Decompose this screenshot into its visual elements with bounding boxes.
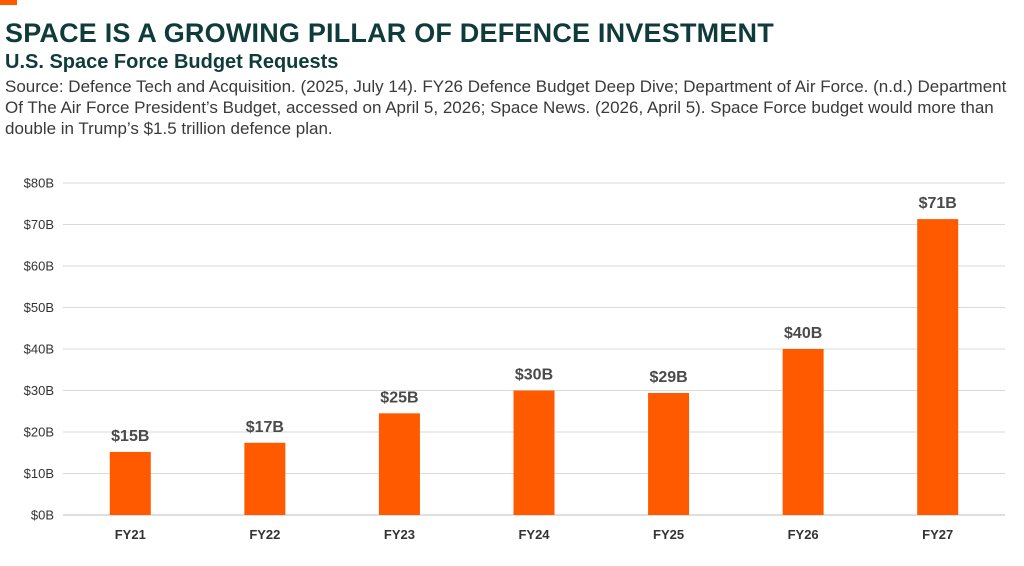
chart-subtitle: U.S. Space Force Budget Requests: [5, 51, 339, 73]
y-tick-label: $50B: [24, 300, 54, 315]
data-label-fy24: $30B: [515, 367, 553, 384]
bar-fy24: [513, 390, 555, 515]
x-tick-label: FY25: [653, 527, 684, 542]
data-label-fy22: $17B: [246, 419, 284, 436]
y-tick-label: $0B: [31, 508, 54, 523]
accent-bar: [0, 0, 17, 5]
y-tick-label: $80B: [24, 176, 54, 191]
gridlines: [63, 182, 1005, 516]
y-axis: $0B $10B $20B $30B $40B $50B $60B $70B $80B: [24, 176, 54, 523]
y-tick-label: $30B: [24, 383, 54, 398]
bar-fy22: [244, 442, 286, 515]
data-label-fy25: $29B: [649, 369, 687, 386]
source-note: Source: Defence Tech and Acquisition. (2…: [5, 77, 1007, 138]
y-tick-label: $60B: [24, 259, 54, 274]
bar-fy25: [648, 392, 690, 515]
bar-chart: $0B $10B $20B $30B $40B $50B $60B $70B $80B $15B…: [24, 176, 1005, 542]
x-tick-label: FY22: [249, 527, 280, 542]
x-tick-label: FY21: [115, 527, 146, 542]
y-tick-label: $40B: [24, 342, 54, 357]
x-tick-label: FY26: [788, 527, 819, 542]
bar-fy27: [917, 219, 959, 516]
chart-title: SPACE IS A GROWING PILLAR OF DEFENCE INV…: [5, 18, 774, 48]
data-labels: $15B $17B $25B $30B $29B $40B $71B: [111, 195, 957, 445]
data-label-fy26: $40B: [784, 325, 822, 342]
y-tick-label: $10B: [24, 466, 54, 481]
x-tick-label: FY27: [922, 527, 953, 542]
data-label-fy21: $15B: [111, 428, 149, 445]
bars: [109, 219, 959, 516]
bar-fy21: [109, 451, 151, 515]
bar-fy26: [782, 349, 824, 515]
bar-fy23: [378, 413, 420, 515]
data-label-fy23: $25B: [380, 389, 418, 406]
x-tick-label: FY23: [384, 527, 415, 542]
x-axis: FY21 FY22 FY23 FY24 FY25 FY26 FY27: [115, 527, 954, 542]
x-tick-label: FY24: [518, 527, 550, 542]
y-tick-label: $20B: [24, 425, 54, 440]
data-label-fy27: $71B: [919, 195, 957, 212]
y-tick-label: $70B: [24, 217, 54, 232]
chart-header: SPACE IS A GROWING PILLAR OF DEFENCE INV…: [5, 18, 1015, 139]
